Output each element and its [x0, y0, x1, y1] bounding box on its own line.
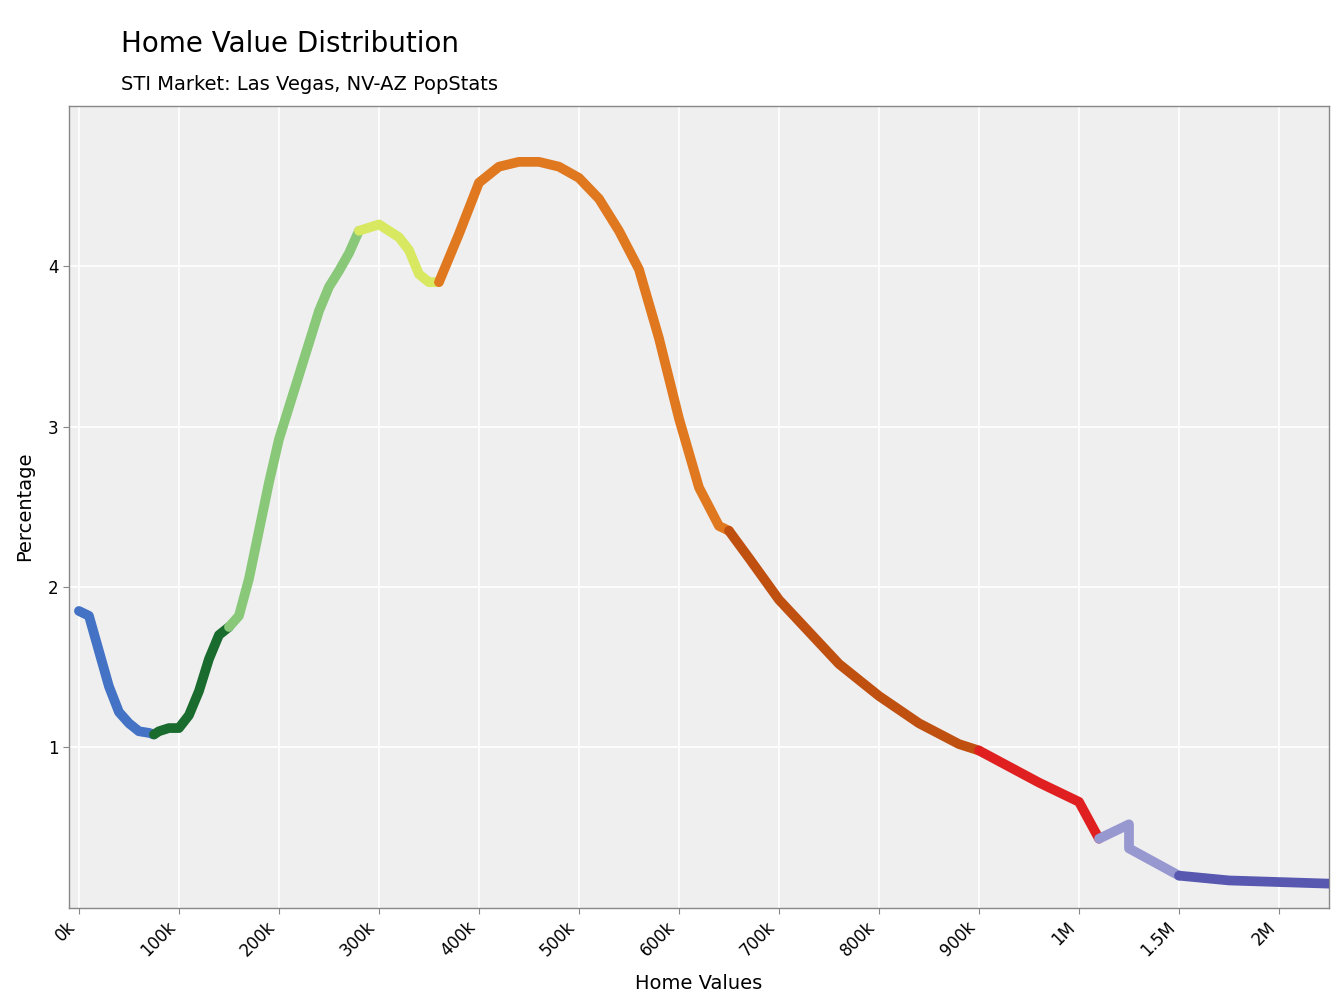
Text: Home Value Distribution: Home Value Distribution	[121, 30, 458, 58]
Y-axis label: Percentage: Percentage	[15, 452, 34, 561]
Text: STI Market: Las Vegas, NV-AZ PopStats: STI Market: Las Vegas, NV-AZ PopStats	[121, 75, 499, 94]
X-axis label: Home Values: Home Values	[636, 974, 762, 993]
